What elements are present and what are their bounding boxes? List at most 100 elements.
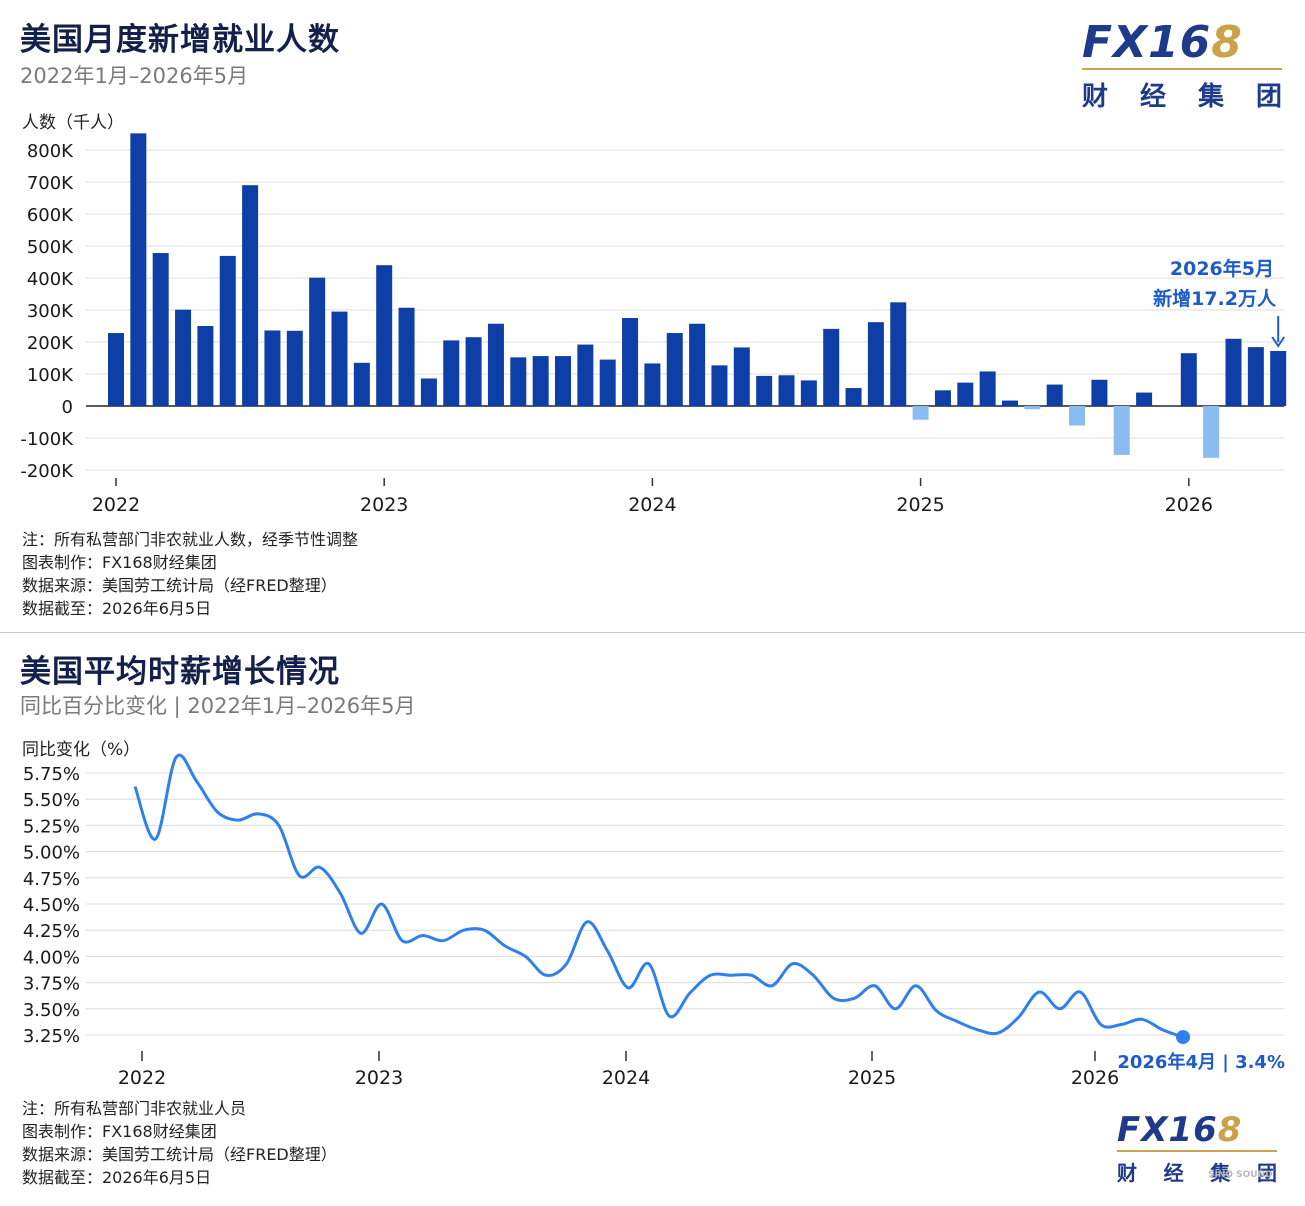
y-tick-label: 0 (62, 397, 73, 418)
brand-logo-bottom: FX168 财经集团 (1117, 1112, 1277, 1186)
highlight-point (1176, 1030, 1191, 1045)
y-tick-label: 100K (27, 365, 74, 386)
annotation-text: 2026年5月 (1170, 257, 1274, 280)
bar (152, 253, 169, 406)
bar (577, 344, 594, 406)
y-tick-label: 800K (27, 141, 74, 162)
bar (1180, 353, 1197, 406)
bar (756, 375, 773, 406)
x-tick-label: 2024 (628, 494, 676, 516)
bar (845, 388, 862, 406)
x-tick-label: 2025 (848, 1067, 896, 1089)
bar (465, 337, 482, 406)
bar (242, 185, 259, 406)
bar (778, 375, 795, 406)
annotation-text: 2026年4月 | 3.4% (1117, 1051, 1285, 1073)
logo-rule (1082, 68, 1282, 70)
chart2-ylabel: 同比变化（%） (22, 740, 141, 760)
bar (219, 255, 236, 406)
y-tick-label: 4.75% (23, 869, 80, 890)
bar (689, 323, 706, 406)
x-tick-label: 2022 (118, 1067, 166, 1089)
bar (331, 311, 348, 406)
x-tick-label: 2024 (602, 1067, 650, 1089)
bar (1113, 406, 1130, 455)
chart1-title: 美国月度新增就业人数 (20, 22, 340, 58)
bar (264, 330, 281, 406)
chart1-bar-plot: -200K -100K 0 100K 200K 300K 400K 500K 600K 700K 8… (20, 133, 1287, 516)
y-tick-label: 600K (27, 205, 74, 226)
y-tick-label: 3.75% (23, 974, 80, 995)
bar (309, 277, 326, 406)
bar (622, 318, 639, 406)
chart1-subtitle: 2022年1月–2026年5月 (20, 64, 249, 88)
bar (175, 309, 192, 406)
bar (1024, 406, 1041, 410)
bar (890, 302, 907, 406)
bar (1002, 400, 1018, 406)
logo-tagline: 财经集团 (1082, 82, 1282, 112)
y-tick-label: 4.50% (23, 895, 80, 916)
bar (823, 328, 840, 406)
y-tick-label: 5.25% (23, 816, 80, 837)
bar (510, 357, 527, 406)
chart2-note-line: 数据截至：2026年6月5日 (22, 1168, 212, 1187)
bar (979, 371, 996, 406)
bar (912, 406, 929, 420)
bar (1046, 384, 1063, 406)
logo-tagline: 财经集团 (1117, 1161, 1277, 1185)
logo-wordmark: FX168 (1117, 1110, 1243, 1150)
y-tick-label: 400K (27, 269, 74, 290)
bar (1069, 406, 1086, 426)
y-tick-label: 300K (27, 301, 74, 322)
bar (197, 326, 214, 406)
chart1-note-line: 注：所有私营部门非农就业人数，经季节性调整 (22, 530, 359, 549)
y-tick-label: 5.50% (23, 790, 80, 811)
x-tick-label: 2026 (1071, 1067, 1119, 1089)
x-tick-label: 2023 (360, 494, 408, 516)
bar (934, 390, 951, 406)
y-tick-label: 4.25% (23, 921, 80, 942)
bar (867, 322, 884, 406)
bar (376, 265, 393, 406)
logo-rule (1117, 1150, 1277, 1152)
annotation-text: 新增17.2万人 (1153, 287, 1277, 310)
annotation-arrowhead (1271, 336, 1286, 348)
y-tick-label: -100K (20, 429, 74, 450)
logo-wordmark: FX168 (1082, 17, 1243, 68)
section-divider (0, 632, 1305, 633)
bar (666, 333, 683, 406)
bar (1225, 338, 1242, 406)
chart2-title: 美国平均时薪增长情况 (20, 654, 340, 690)
series-line (133, 753, 1184, 1039)
bar (957, 382, 974, 406)
y-tick-label: 500K (27, 237, 74, 258)
chart2-note-line: 图表制作：FX168财经集团 (22, 1122, 217, 1141)
chart1-ylabel: 人数（千人） (22, 113, 124, 133)
chart1-note-line: 数据截至：2026年6月5日 (22, 599, 212, 618)
bar (1247, 347, 1264, 406)
bar (1091, 379, 1108, 406)
x-tick-label: 2026 (1165, 494, 1213, 516)
bar (286, 330, 303, 406)
bar (599, 359, 616, 406)
bar (353, 362, 370, 406)
bar (1158, 406, 1175, 407)
x-tick-label: 2023 (355, 1067, 403, 1089)
chart2-note-line: 注：所有私营部门非农就业人员 (22, 1099, 247, 1118)
chart2-subtitle: 同比百分比变化 | 2022年1月–2026年5月 (20, 694, 416, 718)
bar (130, 133, 147, 407)
chart2-notes: 注：所有私营部门非农就业人员 图表制作：FX168财经集团 数据来源：美国劳工统… (22, 1097, 337, 1189)
bar (733, 347, 750, 406)
bar (1136, 392, 1153, 406)
bar (800, 380, 817, 406)
bar (532, 356, 549, 406)
y-tick-label: 5.75% (23, 764, 80, 785)
y-tick-label: 700K (27, 173, 74, 194)
brand-logo-top: FX168 财经集团 (1082, 20, 1282, 113)
y-tick-label: 3.25% (23, 1026, 80, 1047)
y-tick-label: 4.00% (23, 947, 80, 968)
bar (555, 356, 571, 406)
bar (487, 323, 504, 406)
bar (644, 363, 661, 406)
